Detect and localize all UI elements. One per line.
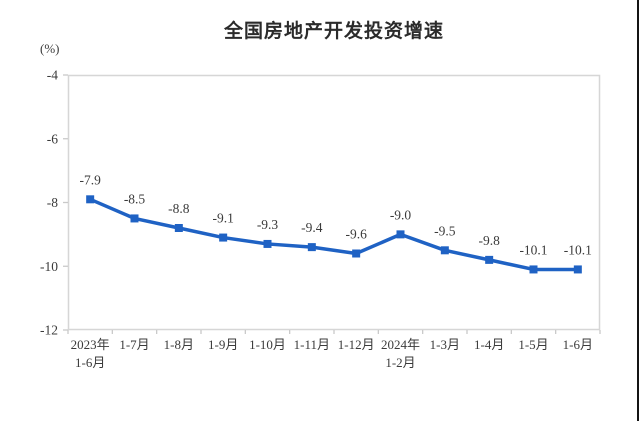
x-axis-tick-label: 1-8月 <box>164 337 194 352</box>
data-point-marker <box>573 265 582 274</box>
data-point-marker <box>485 255 494 264</box>
chart-title: 全国房地产开发投资增速 <box>223 21 444 42</box>
data-point-label: -8.5 <box>124 191 146 206</box>
data-point-marker <box>307 243 316 252</box>
data-point-label: -9.5 <box>434 223 456 238</box>
x-axis-tick-label: 1-12月 <box>338 337 375 352</box>
data-point-label: -10.1 <box>519 242 547 257</box>
data-point-label: -9.1 <box>212 211 233 226</box>
data-point-label: -9.4 <box>301 220 323 235</box>
y-axis-tick-label: -12 <box>40 323 58 338</box>
page-right-border <box>637 0 639 421</box>
data-point-label: -9.0 <box>390 207 412 222</box>
x-axis-tick-label: 2024年 <box>381 337 420 352</box>
x-axis-tick-label: 1-6月 <box>563 337 593 352</box>
x-axis-tick-label: 1-7月 <box>119 337 149 352</box>
x-axis-tick-label: 2023年 <box>71 337 110 352</box>
trend-line <box>88 197 580 272</box>
data-point-label: -9.6 <box>345 227 367 242</box>
x-axis-tick-label: 1-9月 <box>208 337 238 352</box>
data-point-marker <box>440 246 449 255</box>
x-axis-tick-label: 1-2月 <box>385 355 415 370</box>
y-axis-tick-label: -10 <box>40 259 58 274</box>
data-point-marker <box>263 239 272 248</box>
data-point-label: -10.1 <box>564 242 592 257</box>
data-point-label: -9.8 <box>478 233 500 248</box>
y-axis-tick-label: -8 <box>47 195 58 210</box>
data-point-marker <box>86 195 95 204</box>
data-point-label: -7.9 <box>79 172 101 187</box>
data-point-marker <box>130 214 139 223</box>
data-point-marker <box>174 224 183 232</box>
x-axis-tick-label: 1-6月 <box>75 355 105 370</box>
x-axis-tick-label: 1-5月 <box>518 337 548 352</box>
y-axis-unit-label: (%) <box>40 41 60 56</box>
x-axis-tick-label: 1-4月 <box>474 337 504 352</box>
x-axis-tick-label: 1-3月 <box>430 337 460 352</box>
data-point-marker <box>219 233 228 242</box>
data-point-marker <box>396 230 405 239</box>
x-axis-tick-label: 1-10月 <box>249 337 286 352</box>
x-axis-tick-label: 1-11月 <box>294 337 330 352</box>
data-point-marker <box>352 249 361 258</box>
data-point-label: -9.3 <box>257 217 279 232</box>
y-axis-tick-label: -4 <box>47 68 58 83</box>
data-point-label: -8.8 <box>168 201 190 216</box>
plot-border <box>67 74 601 331</box>
data-point-marker <box>529 265 538 274</box>
y-axis-tick-label: -6 <box>47 131 58 146</box>
